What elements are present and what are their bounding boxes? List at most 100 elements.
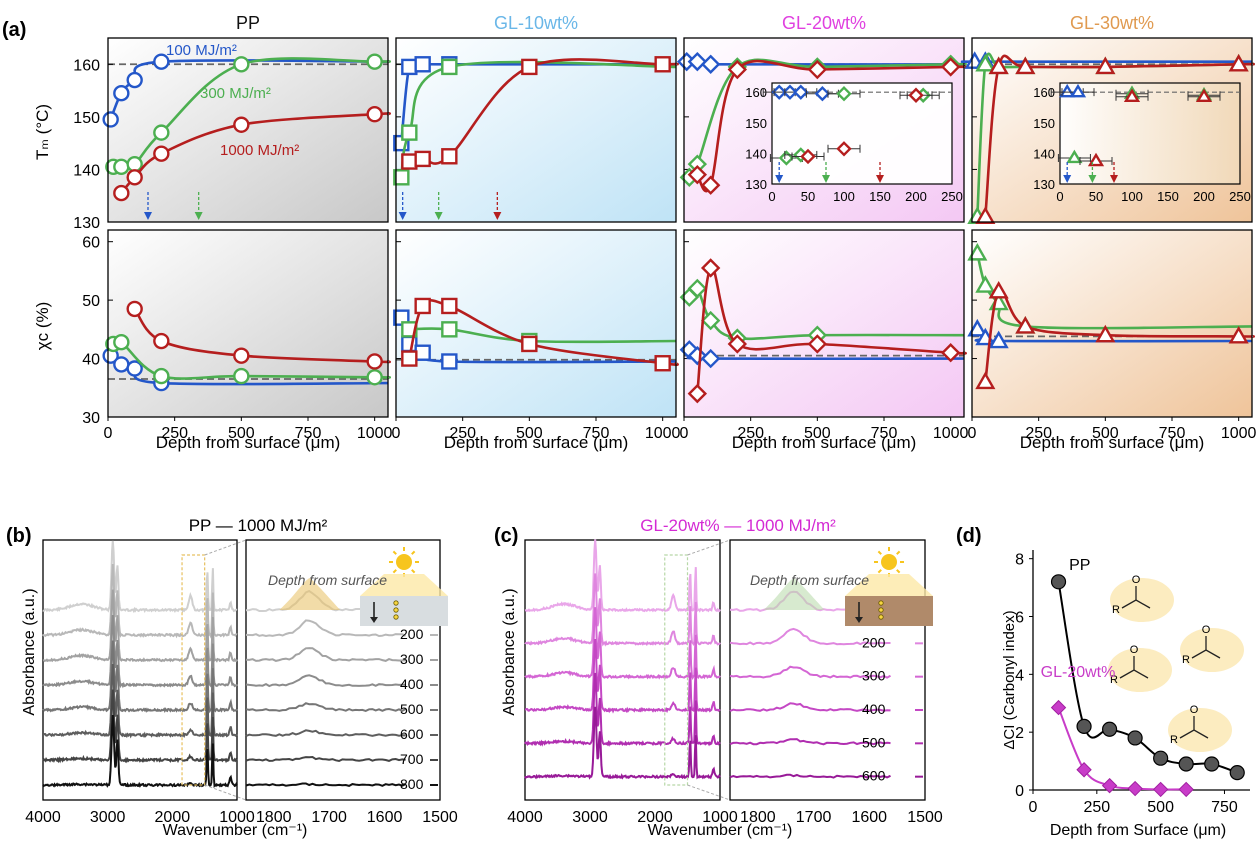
xc-point-green [153,367,170,385]
carbonyl-structure-icon-4: OR [1168,704,1232,752]
tm-point-red [441,148,458,165]
ftir-panel: 100 μm2003004005006007008004000300020001… [25,539,458,826]
d-xtick-label: 500 [1147,799,1174,816]
d-xtick-label: 250 [1083,799,1110,816]
xc-point-green [975,275,996,293]
xc-ytick-label: 50 [82,293,100,310]
zoom-connector-bottom [687,784,731,801]
xtick-label: 500 [516,425,543,442]
tm-point-red [700,175,721,195]
panel-letter-c: (c) [494,525,518,547]
xc-point-red [1228,325,1249,344]
ftir-zoom-spectrum-3 [245,647,406,662]
depth-label-4: 400 [400,676,424,692]
tm-point-red [988,56,1009,75]
tm-point-red [1015,56,1036,75]
d-point-gl20 [1152,781,1169,798]
ftir-spectrum-2 [42,564,238,639]
structure-bonds [1121,586,1151,609]
inset-xtick-label: 100 [833,189,855,204]
xtick-label: 1000 [1221,425,1257,442]
xc-point-red [441,297,458,315]
d-point-gl20 [1050,699,1067,716]
structure-bonds [1179,716,1209,739]
xc-point-red [153,332,170,350]
inset-xtick-label: 0 [1056,189,1063,204]
structure-oxygen: O [1130,644,1139,656]
xc-point-red [521,335,538,353]
xc-point-green [441,321,458,338]
ftir-zoom-xtick-label: 1700 [796,809,832,826]
ftir-xtick-label: 3000 [572,809,608,826]
ftir-zoom-xtick-label: 1500 [907,809,943,826]
xc-plot-background [684,230,964,417]
xc-point-red [988,280,1009,299]
xc-series-line-green [409,327,677,344]
tm-point-green [441,58,458,76]
xtick-label: 250 [449,425,476,442]
ftir-spectrum-4 [525,639,721,714]
xc-plot-frame [395,229,677,418]
xc-point-red [1015,316,1036,334]
ftir-spectrum-6 [43,664,238,739]
inset-xtick-label: 150 [1157,189,1179,204]
sun-icon [881,554,897,570]
ftir-xtick-label: 3000 [90,809,126,826]
tm-point-green [975,53,996,72]
depth-label-2: 200 [862,634,886,650]
d-point-pp [1153,750,1169,766]
tm-point-green [401,124,418,141]
tm-point-blue [126,71,143,89]
inset-ytick-label: 150 [1033,116,1055,131]
panel-c-inset-label: Depth from surface [750,572,869,588]
depth-label-8: 800 [400,776,424,792]
ftir-xtick-label: 4000 [507,809,543,826]
radical-dot-icon [878,600,884,606]
inset-xtick-label: 200 [905,189,927,204]
d-series-line-2 [1057,707,1187,791]
xc-point-green [687,278,708,299]
xtick-label: 0 [392,425,401,442]
ftir-zoom-xtick-label: 1600 [851,809,887,826]
xc-point-blue [113,356,130,373]
xc-point-green [700,310,721,331]
structure-bonds [1191,636,1221,659]
xc-point-green [233,367,250,385]
structure-glow [1108,648,1172,692]
inset-xtick-label: 100 [1121,189,1143,204]
xtick-label: 750 [1159,425,1186,442]
xc-point-red [366,353,383,370]
radical-dot-icon [878,614,884,620]
tm-point-blue [113,84,130,102]
threshold-arrow-green-head [194,212,203,220]
radical-dot-icon [878,607,884,613]
depth-arrowhead-icon [370,617,378,623]
inset-point-red [800,148,816,165]
tm-ytick-label: 130 [73,215,100,232]
inset-arrow-green-head [822,175,830,183]
dose-label-100: 100 MJ/m² [166,42,237,59]
panel-b-ylabel: Absorbance (a.u.) [21,588,38,715]
inset-xtick-label: 200 [1193,189,1215,204]
xc-point-green [113,334,130,351]
tm-point-green [113,158,130,176]
zoom-connector-bottom [204,784,247,801]
inset-point-red [908,87,924,103]
tm-point-red [401,153,418,170]
inset-arrow-green-head [1088,175,1097,183]
carbonyl-peak-highlight [279,578,341,610]
tm-point-red [687,164,708,185]
depth-label-6: 600 [400,726,424,742]
tm-plot-frame [971,37,1253,223]
inset-ytick-label: 130 [745,177,767,192]
inset-arrow-blue-head [775,175,784,183]
xc-point-red [1095,324,1116,343]
d-series-label-2: GL-20wt% [1041,664,1116,681]
tm-point-green [126,155,143,173]
light-cone-icon [845,574,933,596]
inset-xtick-label: 250 [941,189,963,204]
panel-b: 100 μm2003004005006007008004000300020001… [25,539,458,826]
xtick-label: 0 [968,425,977,442]
structure-glow [1180,628,1244,672]
